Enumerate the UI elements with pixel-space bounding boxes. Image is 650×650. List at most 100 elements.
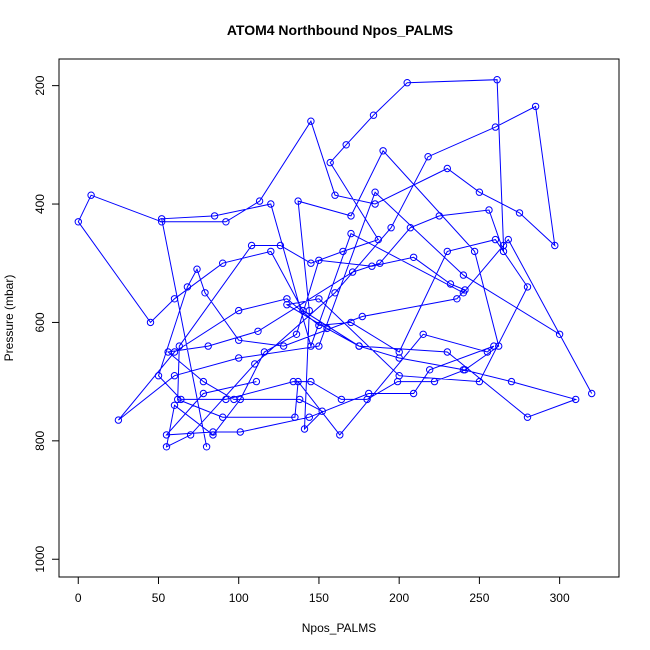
data-point (326, 158, 334, 167)
data-point (395, 354, 403, 362)
data-point (222, 395, 230, 404)
data-point (430, 377, 439, 386)
y-tick-label: 200 (33, 75, 47, 95)
data-point (174, 395, 182, 404)
data-point (435, 212, 443, 220)
data-point (315, 342, 323, 350)
data-point (219, 413, 227, 421)
data-point (87, 191, 95, 199)
data-point (267, 200, 275, 208)
data-point (186, 431, 195, 439)
data-point (201, 289, 209, 297)
x-tick-label: 300 (550, 591, 570, 605)
series-line (77, 79, 593, 448)
data-point (342, 141, 350, 149)
data-point (235, 336, 243, 344)
data-point (235, 306, 243, 315)
data-point (483, 348, 492, 356)
data-point (305, 306, 313, 315)
data-point (154, 372, 163, 380)
data-point (490, 342, 498, 350)
data-point (475, 377, 484, 386)
data-point (247, 241, 256, 250)
data-point (588, 389, 596, 398)
data-point (409, 253, 418, 261)
data-point (491, 123, 500, 131)
y-tick-label: 600 (33, 312, 47, 332)
data-point (162, 443, 171, 451)
data-point (371, 188, 379, 196)
data-point (204, 342, 212, 350)
data-point (409, 389, 418, 398)
data-point (158, 215, 166, 223)
data-point (358, 312, 366, 321)
data-point (491, 235, 500, 244)
data-point (183, 283, 192, 291)
data-point (158, 218, 166, 226)
data-point (294, 377, 302, 386)
data-point (114, 416, 123, 424)
data-point (348, 268, 357, 276)
data-point (369, 111, 378, 119)
data-point (260, 348, 269, 356)
data-point (164, 348, 172, 356)
data-point (236, 428, 245, 436)
data-point (499, 241, 508, 250)
data-point (296, 395, 304, 404)
data-point (499, 247, 508, 256)
data-point (170, 295, 179, 303)
data-point (368, 262, 376, 270)
data-point (365, 389, 373, 398)
data-point (315, 321, 323, 330)
x-axis: 0 50 100 150 200 250 300 (75, 576, 570, 605)
data-point (379, 147, 387, 155)
data-point (291, 413, 299, 421)
data-point (485, 206, 493, 214)
plot-area (74, 76, 596, 451)
data-point (199, 377, 208, 386)
data-point (170, 401, 179, 409)
data-point (459, 271, 468, 279)
data-point (424, 153, 432, 161)
x-tick-label: 50 (152, 591, 166, 605)
data-point (336, 431, 344, 439)
data-point (403, 79, 411, 87)
data-point (294, 197, 302, 205)
y-tick-label: 1000 (33, 546, 47, 573)
chart-title: ATOM4 Northbound Npos_PALMS (227, 22, 453, 38)
data-point (162, 431, 171, 439)
data-point (307, 342, 315, 350)
data-point (209, 431, 217, 439)
data-point (387, 224, 395, 232)
data-point (515, 209, 524, 217)
data-point (523, 283, 532, 291)
data-point (170, 372, 179, 380)
data-point (371, 200, 379, 208)
data-point (551, 241, 559, 250)
y-axis: 200 400 600 800 1000 (33, 75, 60, 573)
data-point (531, 102, 540, 111)
data-point (470, 247, 479, 256)
data-point (339, 247, 347, 256)
data-point (426, 366, 434, 374)
x-tick-label: 200 (389, 591, 409, 605)
data-point (305, 413, 313, 421)
data-point (307, 377, 315, 386)
data-point (504, 235, 512, 244)
data-point (331, 191, 339, 199)
data-point (318, 407, 326, 415)
x-tick-label: 0 (75, 591, 82, 605)
data-point (475, 188, 484, 196)
data-point (323, 324, 331, 333)
data-point (74, 218, 83, 226)
data-point (446, 280, 455, 288)
data-point (443, 348, 451, 356)
x-axis-label: Npos_PALMS (302, 621, 376, 635)
data-point (495, 342, 503, 350)
data-point (337, 395, 346, 404)
data-point (254, 327, 262, 335)
data-point (283, 301, 291, 309)
series-layer (74, 76, 596, 451)
data-point (461, 286, 469, 294)
